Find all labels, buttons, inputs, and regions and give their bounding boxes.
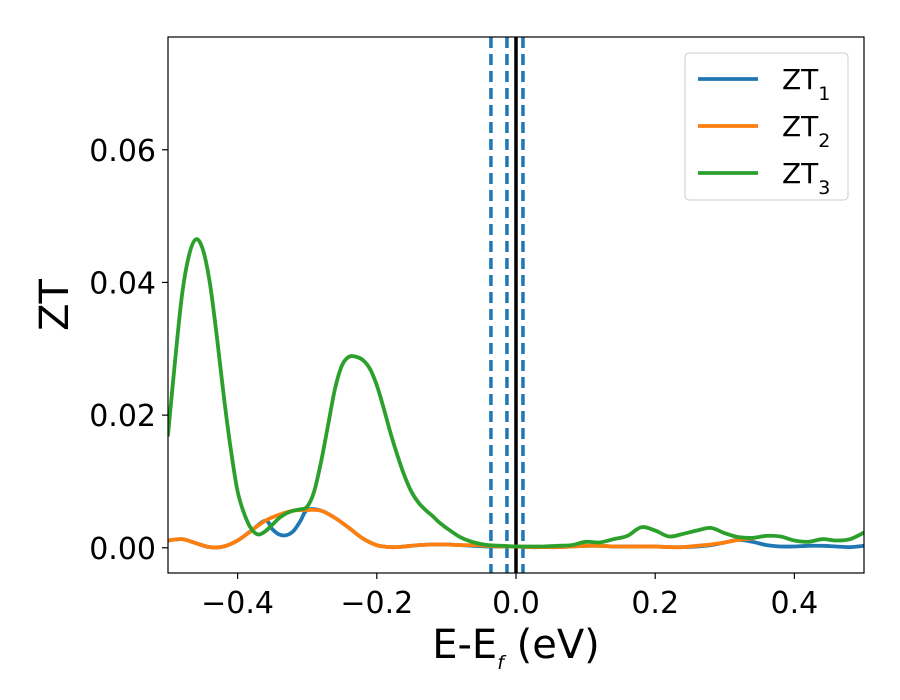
legend-entry-label: ZT1 [782,63,830,105]
series-line-zt3 [168,237,864,549]
y-axis-ticks: 0.00 0.02 0.04 0.06 [89,134,168,567]
y-axis-label: ZT [32,279,78,331]
x-axis-ticks: −0.4 −0.2 0.0 0.2 0.4 [201,573,818,621]
x-axis-label-subscript: f [497,652,507,674]
x-tick-label: 0.4 [771,586,819,621]
x-tick-label: 0.2 [631,586,679,621]
x-tick-label: 0.0 [492,586,540,621]
legend-frame [684,52,849,201]
y-tick-label: 0.06 [89,134,156,169]
reference-lines [489,37,525,573]
series-line-zt2 [168,507,755,550]
series-lines [168,237,864,550]
y-tick-label: 0.00 [89,532,156,567]
x-axis-label-unit: (eV) [504,622,600,668]
x-tick-label: −0.4 [201,586,274,621]
x-axis-label-main: E-E [432,622,497,668]
x-tick-label: −0.2 [340,586,413,621]
legend: ZT1 ZT2 ZT3 [684,52,849,201]
legend-entry-label: ZT2 [782,110,830,152]
y-tick-label: 0.02 [89,399,156,434]
y-tick-label: 0.04 [89,266,156,301]
legend-entry-label: ZT3 [782,157,830,199]
x-axis-label: E-Ef (eV) [432,622,600,674]
